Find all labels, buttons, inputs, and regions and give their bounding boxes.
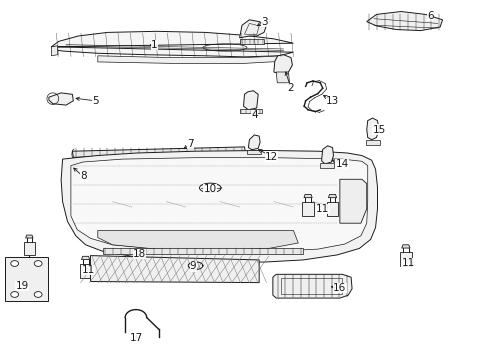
- Polygon shape: [71, 158, 367, 251]
- Polygon shape: [272, 274, 351, 298]
- Polygon shape: [320, 163, 334, 168]
- Circle shape: [34, 261, 42, 266]
- Text: 6: 6: [426, 11, 433, 21]
- Polygon shape: [321, 146, 333, 164]
- Text: 17: 17: [130, 333, 143, 343]
- Polygon shape: [90, 256, 259, 283]
- Polygon shape: [239, 39, 264, 44]
- Text: 18: 18: [132, 249, 146, 259]
- Polygon shape: [328, 194, 336, 198]
- Polygon shape: [243, 91, 258, 110]
- Polygon shape: [72, 147, 245, 157]
- Polygon shape: [61, 150, 377, 262]
- Circle shape: [34, 292, 42, 297]
- Polygon shape: [80, 264, 91, 278]
- Polygon shape: [81, 256, 89, 260]
- Polygon shape: [25, 235, 33, 238]
- Text: 19: 19: [15, 281, 29, 291]
- Text: 4: 4: [250, 110, 257, 120]
- Polygon shape: [366, 12, 442, 31]
- Text: 5: 5: [92, 96, 99, 106]
- Text: 12: 12: [264, 152, 278, 162]
- Text: 2: 2: [287, 83, 294, 93]
- Polygon shape: [98, 230, 298, 250]
- Text: 7: 7: [187, 139, 194, 149]
- Text: 14: 14: [335, 159, 348, 169]
- Polygon shape: [401, 245, 409, 248]
- Text: 15: 15: [371, 125, 385, 135]
- Polygon shape: [276, 72, 289, 83]
- Polygon shape: [239, 20, 266, 38]
- Text: 1: 1: [150, 40, 157, 50]
- Polygon shape: [246, 150, 261, 154]
- Polygon shape: [339, 179, 366, 223]
- Polygon shape: [302, 202, 313, 216]
- Polygon shape: [49, 93, 73, 105]
- Polygon shape: [239, 109, 261, 113]
- Polygon shape: [326, 202, 338, 216]
- Polygon shape: [24, 242, 35, 255]
- Polygon shape: [273, 55, 292, 75]
- Polygon shape: [98, 56, 283, 63]
- Polygon shape: [51, 31, 293, 57]
- Polygon shape: [366, 118, 378, 140]
- Text: 9: 9: [189, 261, 196, 271]
- Polygon shape: [399, 252, 411, 266]
- Polygon shape: [248, 135, 260, 150]
- Circle shape: [11, 261, 19, 266]
- Polygon shape: [365, 140, 379, 145]
- Text: 3: 3: [260, 17, 267, 27]
- Text: 11: 11: [81, 265, 95, 275]
- Polygon shape: [102, 248, 303, 254]
- Text: 11: 11: [401, 258, 414, 268]
- Polygon shape: [5, 257, 48, 301]
- Circle shape: [11, 292, 19, 297]
- Polygon shape: [304, 194, 311, 198]
- Text: 16: 16: [332, 283, 346, 293]
- Text: 13: 13: [325, 96, 339, 106]
- Text: 8: 8: [80, 171, 86, 181]
- Text: 11: 11: [315, 204, 329, 214]
- Text: 10: 10: [203, 184, 216, 194]
- Polygon shape: [51, 46, 58, 56]
